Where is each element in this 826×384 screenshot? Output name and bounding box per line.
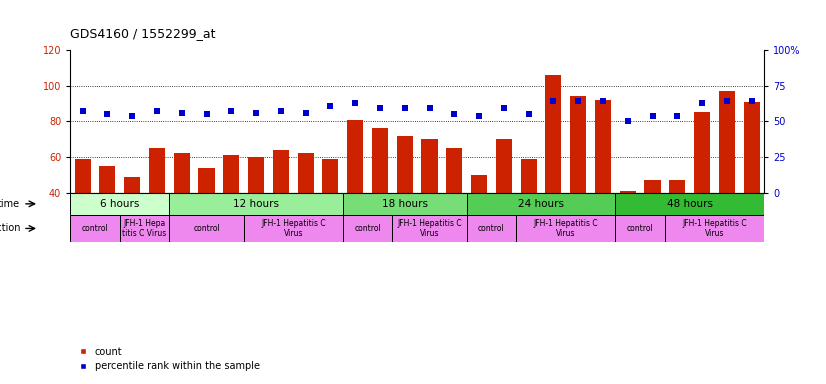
Point [349,100,362,106]
Point [596,98,610,104]
Text: 48 hours: 48 hours [667,199,713,209]
Point [497,105,510,111]
Bar [198,168,215,193]
Bar [644,180,661,193]
Text: infection: infection [0,223,21,233]
Bar [694,113,710,193]
Bar [467,193,615,215]
Point [150,108,164,114]
Bar [297,154,314,193]
Point [621,118,634,124]
Point [423,105,436,111]
Bar [120,215,169,242]
Point [299,110,312,116]
Point [472,113,486,119]
Bar [343,215,392,242]
Text: GDS4160 / 1552299_at: GDS4160 / 1552299_at [70,27,216,40]
Point [522,111,535,117]
Point [646,113,659,119]
Bar [273,150,289,193]
Bar [74,159,91,193]
Bar [615,215,665,242]
Text: control: control [627,224,653,233]
Text: 12 hours: 12 hours [233,199,279,209]
Text: control: control [82,224,108,233]
Point [373,105,387,111]
Bar [244,215,343,242]
Point [76,108,89,114]
Bar [248,157,264,193]
Bar [446,148,463,193]
Point [175,110,188,116]
Text: 24 hours: 24 hours [518,199,564,209]
Bar [396,136,413,193]
Bar [615,193,764,215]
Point [572,98,585,104]
Bar [372,129,388,193]
Bar [322,159,339,193]
Legend: count, percentile rank within the sample: count, percentile rank within the sample [75,343,263,375]
Point [398,105,411,111]
Bar [421,139,438,193]
Point [249,110,263,116]
Bar [595,100,611,193]
Bar [392,215,467,242]
Point [101,111,114,117]
Text: control: control [193,224,220,233]
Point [745,98,758,104]
Point [225,108,238,114]
Bar [173,154,190,193]
Bar [471,175,487,193]
Bar [99,166,116,193]
Point [324,103,337,109]
Bar [347,119,363,193]
Bar [70,193,169,215]
Bar [620,191,636,193]
Text: JFH-1 Hepatitis C
Virus: JFH-1 Hepatitis C Virus [397,219,462,238]
Bar [70,215,120,242]
Bar [665,215,764,242]
Point [671,113,684,119]
Text: JFH-1 Hepatitis C
Virus: JFH-1 Hepatitis C Virus [261,219,325,238]
Text: JFH-1 Hepatitis C
Virus: JFH-1 Hepatitis C Virus [682,219,747,238]
Text: JFH-1 Hepa
titis C Virus: JFH-1 Hepa titis C Virus [122,219,167,238]
Text: 6 hours: 6 hours [100,199,140,209]
Bar [124,177,140,193]
Bar [169,215,244,242]
Bar [516,215,615,242]
Bar [545,75,562,193]
Bar [496,139,512,193]
Point [200,111,213,117]
Point [274,108,287,114]
Bar [149,148,165,193]
Bar [169,193,343,215]
Text: control: control [354,224,381,233]
Bar [520,159,537,193]
Point [126,113,139,119]
Text: JFH-1 Hepatitis C
Virus: JFH-1 Hepatitis C Virus [534,219,598,238]
Text: time: time [0,199,21,209]
Bar [719,91,735,193]
Text: 18 hours: 18 hours [382,199,428,209]
Bar [669,180,686,193]
Bar [743,102,760,193]
Bar [223,155,240,193]
Point [448,111,461,117]
Point [720,98,733,104]
Bar [467,215,516,242]
Point [695,100,709,106]
Point [547,98,560,104]
Bar [343,193,467,215]
Bar [570,96,586,193]
Text: control: control [478,224,505,233]
